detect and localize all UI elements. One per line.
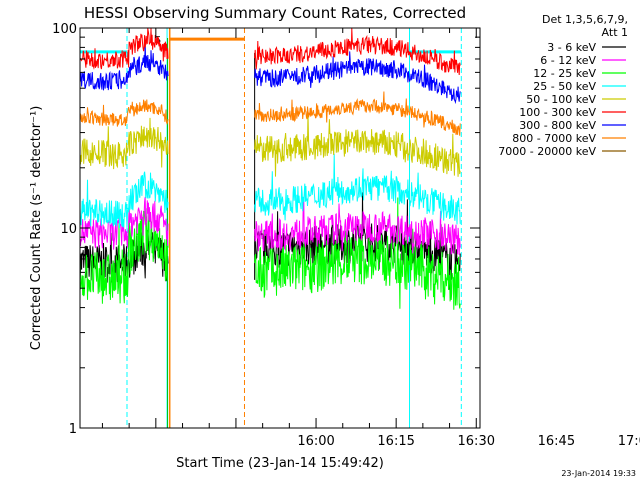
legend-label-1: 6 - 12 keV xyxy=(540,54,596,67)
x-tick-label: 16:45 xyxy=(538,434,575,449)
x-tick-label: 16:00 xyxy=(297,434,334,449)
series-line-800-7000kev-seg0 xyxy=(79,99,169,127)
series-line-12-25kev-seg1 xyxy=(254,197,461,310)
y-tick-label: 1 xyxy=(69,422,77,437)
series-line-12-25kev-seg0 xyxy=(79,202,169,304)
legend-label-0: 3 - 6 keV xyxy=(547,41,596,54)
legend-label-7: 800 - 7000 keV xyxy=(512,132,596,145)
series-line-50-100kev-seg0 xyxy=(79,117,169,170)
series-line-300-800kev-seg0 xyxy=(79,42,169,91)
y-axis: 1 10 100 xyxy=(52,22,480,437)
series-line-6-12kev-seg1 xyxy=(254,197,461,255)
legend-header-2: Att 1 xyxy=(602,26,628,39)
x-tick-label: 16:30 xyxy=(458,434,495,449)
x-tick-label: 17:00 xyxy=(618,434,640,449)
legend-label-3: 25 - 50 keV xyxy=(533,80,596,93)
series-line-300-800kev-seg1 xyxy=(254,51,461,105)
legend-label-4: 50 - 100 keV xyxy=(526,93,596,106)
chart-title: HESSI Observing Summary Count Rates, Cor… xyxy=(84,4,466,22)
footer-timestamp: 23-Jan-2014 19:33 xyxy=(561,469,636,478)
y-tick-label: 10 xyxy=(60,222,77,237)
y-axis-label: Corrected Count Rate (s⁻¹ detector⁻¹) xyxy=(29,106,44,351)
legend-label-5: 100 - 300 keV xyxy=(519,106,596,119)
series-line-100-300kev-seg0 xyxy=(79,28,169,70)
series-line-100-300kev-seg1 xyxy=(254,28,461,76)
x-axis-label: Start Time (23-Jan-14 15:49:42) xyxy=(176,456,384,471)
x-tick-label: 16:15 xyxy=(377,434,414,449)
series-line-50-100kev-seg1 xyxy=(254,113,461,177)
legend-header-1: Det 1,3,5,6,7,9, xyxy=(542,13,628,26)
series-line-25-50kev-seg1 xyxy=(254,153,461,225)
series-line-25-50kev-seg0 xyxy=(79,171,169,229)
y-tick-label: 100 xyxy=(52,22,77,37)
series-line-800-7000kev-seg1 xyxy=(254,91,461,136)
legend-label-2: 12 - 25 keV xyxy=(533,67,596,80)
legend-label-8: 7000 - 20000 keV xyxy=(498,145,596,158)
legend-label-6: 300 - 800 keV xyxy=(519,119,596,132)
series-line-6-12kev-seg0 xyxy=(79,196,169,250)
plot-area: S xyxy=(79,28,462,428)
